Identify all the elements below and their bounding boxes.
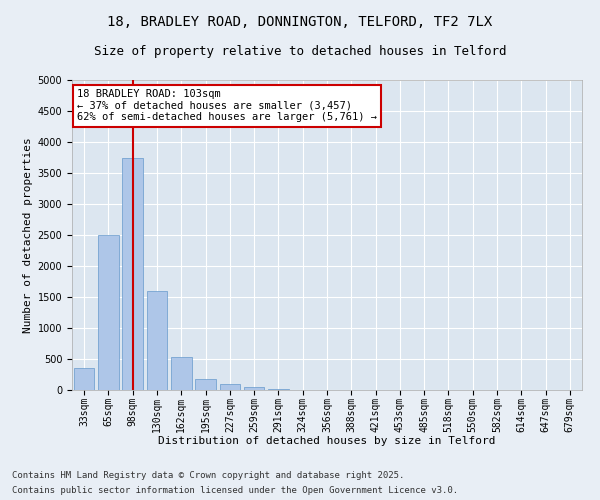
Bar bbox=[220, 384, 240, 390]
Bar bbox=[98, 235, 119, 390]
X-axis label: Distribution of detached houses by size in Telford: Distribution of detached houses by size … bbox=[158, 436, 496, 446]
Bar bbox=[122, 158, 143, 390]
Text: Size of property relative to detached houses in Telford: Size of property relative to detached ho… bbox=[94, 45, 506, 58]
Y-axis label: Number of detached properties: Number of detached properties bbox=[23, 137, 34, 333]
Bar bbox=[195, 380, 216, 390]
Bar bbox=[74, 368, 94, 390]
Text: 18 BRADLEY ROAD: 103sqm
← 37% of detached houses are smaller (3,457)
62% of semi: 18 BRADLEY ROAD: 103sqm ← 37% of detache… bbox=[77, 90, 377, 122]
Bar bbox=[171, 357, 191, 390]
Text: Contains HM Land Registry data © Crown copyright and database right 2025.: Contains HM Land Registry data © Crown c… bbox=[12, 471, 404, 480]
Text: 18, BRADLEY ROAD, DONNINGTON, TELFORD, TF2 7LX: 18, BRADLEY ROAD, DONNINGTON, TELFORD, T… bbox=[107, 15, 493, 29]
Bar bbox=[244, 387, 265, 390]
Bar bbox=[146, 291, 167, 390]
Text: Contains public sector information licensed under the Open Government Licence v3: Contains public sector information licen… bbox=[12, 486, 458, 495]
